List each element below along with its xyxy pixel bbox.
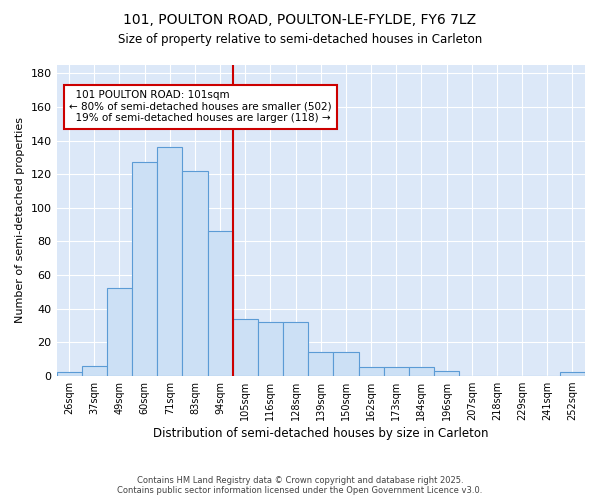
Bar bbox=[409, 368, 434, 376]
Bar bbox=[132, 162, 157, 376]
Bar bbox=[233, 318, 258, 376]
Bar bbox=[107, 288, 132, 376]
Bar bbox=[434, 370, 459, 376]
Bar bbox=[182, 171, 208, 376]
Bar bbox=[383, 368, 409, 376]
Y-axis label: Number of semi-detached properties: Number of semi-detached properties bbox=[15, 118, 25, 324]
Bar bbox=[82, 366, 107, 376]
Bar bbox=[258, 322, 283, 376]
Bar bbox=[359, 368, 383, 376]
X-axis label: Distribution of semi-detached houses by size in Carleton: Distribution of semi-detached houses by … bbox=[153, 427, 488, 440]
Bar bbox=[208, 232, 233, 376]
Bar bbox=[334, 352, 359, 376]
Text: Size of property relative to semi-detached houses in Carleton: Size of property relative to semi-detach… bbox=[118, 32, 482, 46]
Bar bbox=[56, 372, 82, 376]
Text: 101, POULTON ROAD, POULTON-LE-FYLDE, FY6 7LZ: 101, POULTON ROAD, POULTON-LE-FYLDE, FY6… bbox=[124, 12, 476, 26]
Bar bbox=[283, 322, 308, 376]
Text: 101 POULTON ROAD: 101sqm
← 80% of semi-detached houses are smaller (502)
  19% o: 101 POULTON ROAD: 101sqm ← 80% of semi-d… bbox=[69, 90, 332, 124]
Bar bbox=[308, 352, 334, 376]
Text: Contains HM Land Registry data © Crown copyright and database right 2025.
Contai: Contains HM Land Registry data © Crown c… bbox=[118, 476, 482, 495]
Bar bbox=[157, 148, 182, 376]
Bar bbox=[560, 372, 585, 376]
